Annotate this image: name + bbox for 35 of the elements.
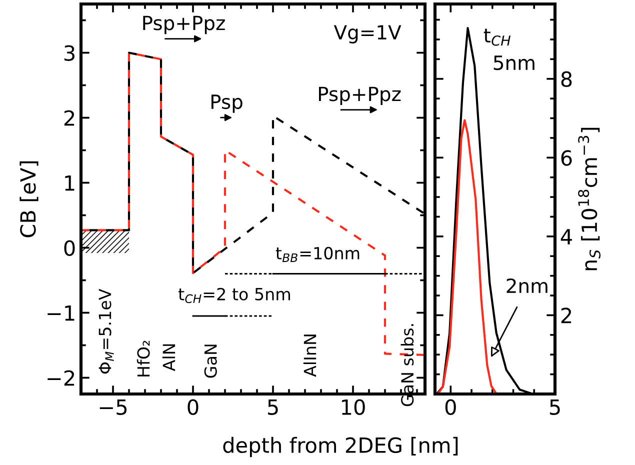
annotation: AlInN (303, 334, 316, 377)
annotation: Psp+Ppz (318, 86, 401, 106)
y-axis-title: CB [eV] (20, 161, 38, 238)
y-tick-label: 2 (561, 308, 572, 324)
annotation: HfO₂ (136, 340, 150, 376)
annotation: t$_{CH}$ (484, 28, 510, 46)
x-tick-label: 0 (188, 399, 198, 415)
line-series (436, 119, 498, 394)
y-tick-label: 1 (65, 175, 74, 191)
y-tick-label: 8 (561, 71, 572, 88)
annotation: Psp (211, 94, 242, 113)
y-tick-label: −1 (48, 305, 74, 321)
y-tick-label: 2 (64, 110, 74, 126)
x-tick-label: 5 (268, 400, 278, 415)
annotation: t$_{BB}$=10nm (276, 246, 360, 262)
x-tick-label: 10 (342, 399, 365, 415)
y-tick-label: 0 (64, 240, 75, 256)
annotation: 2nm (506, 278, 548, 293)
x-axis-title: depth from 2DEG [nm] (223, 436, 458, 458)
annotation: GaN (204, 344, 217, 378)
annotation: Psp+Ppz (143, 16, 225, 34)
annotation: AlN (162, 344, 176, 372)
x-tick-label: −5 (100, 400, 127, 415)
y-axis-title: n$_{S}$ [10$^{18}$cm$^{−3}$] (578, 128, 601, 270)
x-tick-label: 5 (550, 400, 560, 415)
annotation: t$_{CH}$=2 to 5nm (178, 288, 290, 304)
annotation: Φ$_{M}$=5.1eV (98, 288, 114, 374)
x-tick-label: 0 (445, 399, 456, 415)
annotation: GaN subs. (400, 324, 414, 406)
y-tick-label: 3 (64, 45, 74, 61)
y-tick-label: 4 (560, 229, 572, 244)
y-tick-label: 6 (561, 150, 572, 166)
annotation: Vg=1V (334, 25, 402, 44)
annotation: 5nm (494, 56, 534, 70)
y-tick-label: −2 (48, 370, 74, 386)
